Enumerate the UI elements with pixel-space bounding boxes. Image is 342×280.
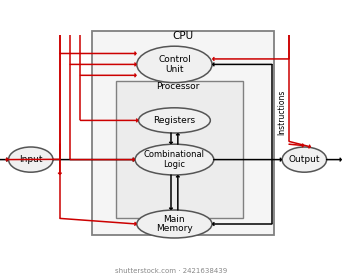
Text: Control
Unit: Control Unit bbox=[158, 55, 191, 74]
Ellipse shape bbox=[139, 108, 210, 133]
Text: Registers: Registers bbox=[153, 116, 196, 125]
Text: Instructions: Instructions bbox=[278, 89, 287, 135]
Ellipse shape bbox=[137, 46, 212, 83]
Ellipse shape bbox=[135, 144, 214, 175]
Text: shutterstock.com · 2421638439: shutterstock.com · 2421638439 bbox=[115, 269, 227, 274]
Text: CPU: CPU bbox=[172, 31, 194, 41]
Bar bbox=[92, 31, 274, 235]
Ellipse shape bbox=[137, 210, 212, 238]
Text: Input: Input bbox=[19, 155, 42, 164]
Ellipse shape bbox=[9, 147, 53, 172]
Text: Processor: Processor bbox=[156, 82, 199, 91]
Text: Output: Output bbox=[289, 155, 320, 164]
Ellipse shape bbox=[282, 147, 327, 172]
Text: Combinational
Logic: Combinational Logic bbox=[144, 150, 205, 169]
Text: Main
Memory: Main Memory bbox=[156, 215, 193, 233]
Bar bbox=[116, 81, 243, 218]
